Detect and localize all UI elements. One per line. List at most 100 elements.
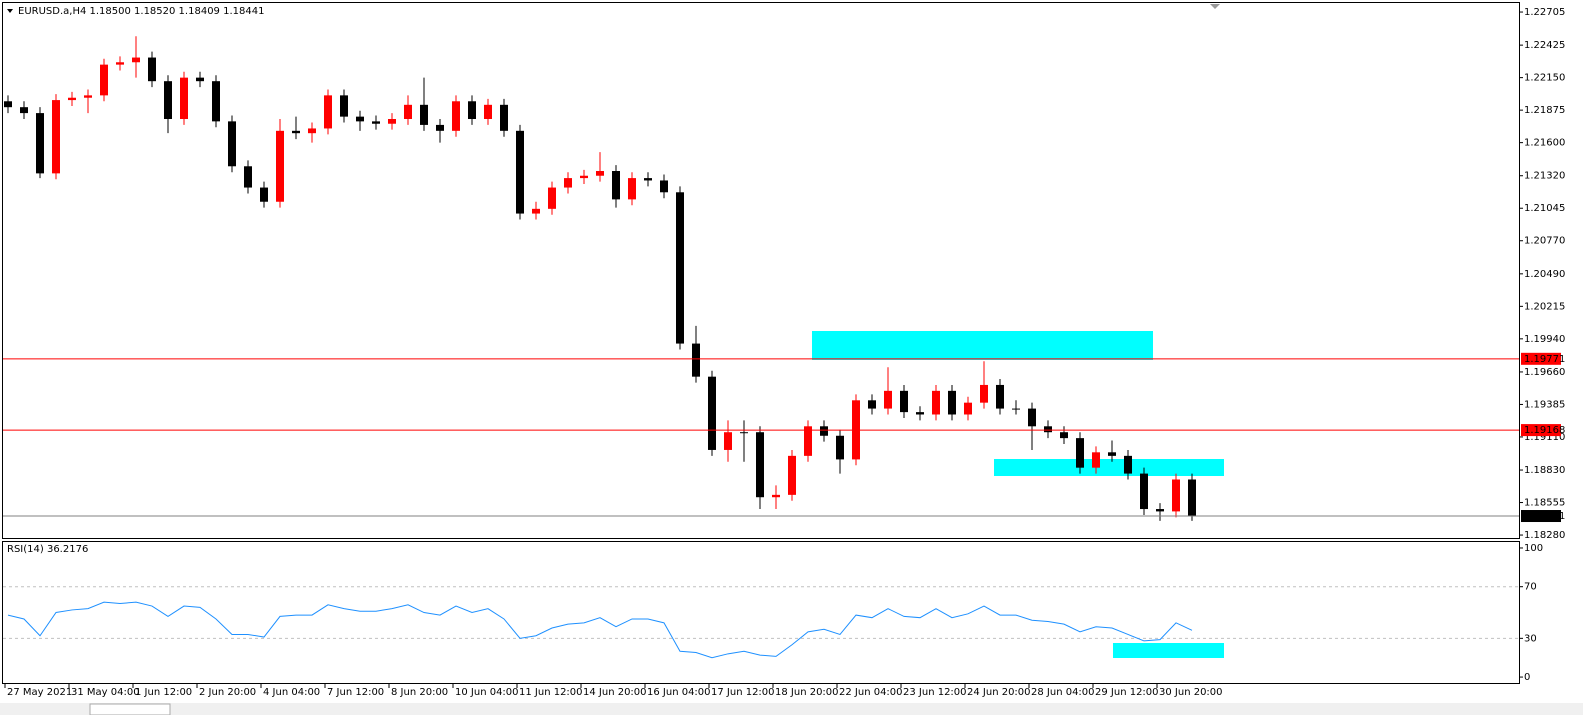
y-tick-label: 1.22705	[1524, 7, 1565, 18]
price-pane	[2, 2, 1520, 539]
candle-body	[932, 390, 940, 415]
y-tick-label: 1.20490	[1524, 269, 1565, 280]
x-tick-label: 7 Jun 12:00	[327, 687, 384, 698]
candle-body	[100, 64, 108, 96]
candle-body	[1172, 479, 1180, 512]
y-tick-label: 1.18830	[1524, 465, 1565, 476]
candle-body	[420, 104, 428, 125]
x-tick-label: 4 Jun 04:00	[263, 687, 320, 698]
candle-body	[404, 104, 412, 120]
y-tick-label: 1.22150	[1524, 73, 1565, 84]
y-tick-label: 1.21320	[1524, 171, 1565, 182]
candle-body	[1140, 473, 1148, 510]
y-tick-label: 30	[1524, 633, 1537, 644]
candle-body	[164, 81, 172, 120]
candle-body	[596, 171, 604, 176]
candle-body	[788, 455, 796, 495]
price-tag-label: 1.19168	[1524, 425, 1565, 436]
candle-body	[276, 130, 284, 202]
candle-body	[244, 166, 252, 188]
candle-body	[868, 400, 876, 409]
candle-body	[804, 426, 812, 456]
y-tick-label: 1.22425	[1524, 40, 1565, 51]
candle-body	[660, 180, 668, 193]
zone	[812, 331, 1153, 360]
y-tick-label: 1.20770	[1524, 236, 1565, 247]
candle-body	[356, 116, 364, 122]
menu-arrow[interactable]	[7, 9, 13, 13]
candle-body	[1108, 452, 1116, 456]
candle-body	[628, 178, 636, 200]
rsi-pane	[2, 541, 1520, 684]
candle-body	[340, 95, 348, 117]
candle-body	[228, 121, 236, 167]
candle-body	[196, 77, 204, 82]
candle-body	[916, 412, 924, 415]
candle-body	[1188, 479, 1196, 517]
candle-body	[4, 101, 12, 108]
candle-body	[948, 390, 956, 415]
candle-body	[548, 187, 556, 209]
y-tick-label: 1.19660	[1524, 367, 1565, 378]
price-tag	[1521, 510, 1561, 523]
candle-body	[1156, 509, 1164, 512]
x-tick-label: 8 Jun 20:00	[391, 687, 448, 698]
candle-body	[580, 175, 588, 179]
candle-body	[180, 77, 188, 120]
x-tick-label: 10 Jun 04:00	[455, 687, 519, 698]
x-tick-label: 29 Jun 12:00	[1095, 687, 1159, 698]
candle-body	[564, 178, 572, 188]
candle-body	[740, 432, 748, 434]
candle-body	[372, 121, 380, 124]
x-tick-label: 24 Jun 20:00	[967, 687, 1031, 698]
price-tag	[1521, 352, 1561, 365]
y-tick-label: 1.19940	[1524, 334, 1565, 345]
x-tick-label: 2 Jun 20:00	[199, 687, 256, 698]
candle-body	[692, 343, 700, 377]
candle-body	[1044, 426, 1052, 433]
tab[interactable]	[89, 703, 171, 715]
candle-body	[964, 402, 972, 415]
y-tick-label: 1.18555	[1524, 498, 1565, 509]
rsi-line	[7, 601, 1193, 659]
x-tick-label: 16 Jun 04:00	[647, 687, 711, 698]
candle-body	[1124, 455, 1132, 474]
candle-body	[884, 390, 892, 409]
candle-body	[68, 97, 76, 101]
candle-body	[1092, 452, 1100, 468]
x-tick-label: 31 May 04:00	[71, 687, 140, 698]
shift-marker	[1210, 4, 1220, 9]
candle-body	[452, 101, 460, 131]
candle-body	[324, 95, 332, 129]
candle-body	[36, 113, 44, 174]
candle-body	[900, 390, 908, 413]
candle-body	[116, 62, 124, 65]
candle-body	[980, 384, 988, 403]
y-tick-label: 1.19110	[1524, 432, 1565, 443]
candle-body	[148, 57, 156, 82]
candle-body	[1060, 432, 1068, 439]
x-tick-label: 17 Jun 12:00	[711, 687, 775, 698]
x-tick-label: 23 Jun 12:00	[903, 687, 967, 698]
candle-body	[1012, 408, 1020, 410]
candle-body	[836, 435, 844, 460]
candle-body	[996, 384, 1004, 409]
candle-body	[708, 376, 716, 450]
candle-body	[1076, 438, 1084, 468]
candle-body	[436, 124, 444, 131]
x-tick-label: 18 Jun 20:00	[775, 687, 839, 698]
candle-body	[292, 130, 300, 134]
y-tick-label: 0	[1524, 672, 1530, 683]
y-tick-label: 1.21600	[1524, 138, 1565, 149]
rsi-title: RSI(14) 36.2176	[7, 544, 88, 555]
zone	[994, 459, 1224, 476]
price-tag-label: 1.19771	[1524, 354, 1565, 365]
candle-body	[484, 104, 492, 120]
y-tick-label: 70	[1524, 582, 1537, 593]
y-tick-label: 1.18280	[1524, 530, 1565, 541]
x-tick-label: 1 Jun 12:00	[135, 687, 192, 698]
candle-body	[676, 192, 684, 344]
candle-body	[84, 95, 92, 98]
